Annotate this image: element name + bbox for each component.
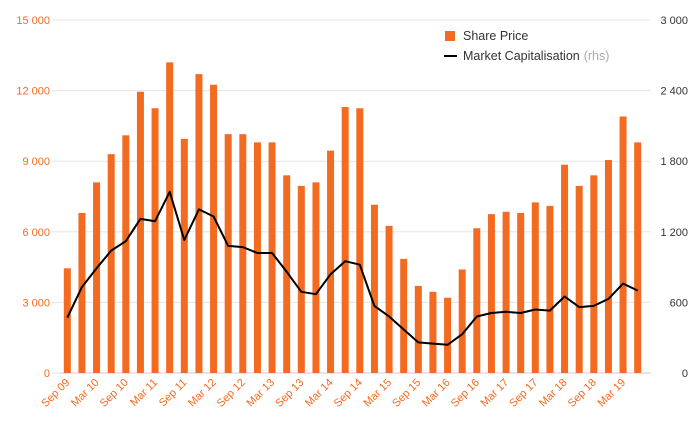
x-tick-label: Sep 16: [449, 377, 482, 410]
bar: [356, 108, 364, 373]
bar: [224, 134, 232, 373]
y-tick-label: 0: [44, 368, 50, 380]
bar: [619, 116, 627, 373]
bar: [312, 182, 320, 373]
bar: [517, 212, 525, 373]
x-tick-label: Sep 18: [566, 377, 599, 410]
line-path: [66, 190, 639, 346]
bar: [575, 185, 583, 373]
y2-tick-label: 0: [682, 368, 688, 380]
x-tick-label: Mar 16: [420, 377, 453, 410]
y2-tick-label: 1 800: [660, 156, 688, 168]
bar: [195, 74, 203, 374]
bar: [341, 107, 349, 373]
bar: [239, 134, 247, 373]
x-tick-label: Sep 09: [39, 377, 72, 410]
bar: [458, 269, 466, 373]
bar: [487, 214, 495, 373]
bar: [122, 135, 130, 373]
x-tick-label: Sep 13: [273, 377, 306, 410]
legend-suffix: (rhs): [583, 49, 610, 63]
bar: [166, 62, 174, 374]
bar: [370, 204, 378, 373]
bar: [151, 108, 159, 373]
bar: [107, 154, 115, 373]
bar: [327, 150, 335, 373]
bar: [400, 258, 408, 373]
y-tick-label: 12 000: [16, 86, 50, 98]
x-tick-label: Mar 14: [303, 377, 336, 410]
bar: [253, 142, 261, 373]
legend-item-share-price: Share Price: [444, 26, 609, 46]
x-tick-label: Mar 19: [595, 377, 628, 410]
bar: [136, 91, 144, 373]
bar: [473, 228, 481, 373]
bar: [531, 202, 539, 373]
bar: [634, 142, 642, 373]
y2-tick-label: 600: [670, 297, 688, 309]
x-tick-label: Mar 18: [537, 377, 570, 410]
bar: [385, 225, 393, 373]
bar: [429, 291, 437, 373]
y2-tick-label: 3 000: [660, 15, 688, 27]
line-series-market-cap: [66, 190, 639, 346]
y-tick-label: 9 000: [22, 156, 50, 168]
y-axis-left: 0 3 000 6 000 9 000 12 000 15 000: [16, 15, 60, 380]
legend-swatch-bar: [445, 31, 455, 41]
x-tick-label: Mar 12: [186, 377, 219, 410]
bar: [561, 164, 569, 373]
bar: [268, 142, 276, 373]
bar: [590, 175, 598, 373]
y2-tick-label: 2 400: [660, 86, 688, 98]
y-axis-right: 0 600 1 200 1 800 2 400 3 000: [660, 15, 688, 380]
bar-series-share-price: [63, 62, 642, 374]
x-tick-label: Sep 12: [215, 377, 248, 410]
bar: [210, 84, 218, 373]
bar: [283, 175, 291, 373]
y-tick-label: 3 000: [22, 297, 50, 309]
x-tick-label: Mar 15: [361, 377, 394, 410]
bar: [63, 268, 71, 373]
y2-tick-label: 1 200: [660, 227, 688, 239]
bar: [444, 297, 452, 373]
bar: [93, 182, 101, 373]
y-tick-label: 15 000: [16, 15, 50, 27]
x-tick-label: Sep 17: [507, 377, 540, 410]
x-tick-label: Mar 10: [69, 377, 102, 410]
x-tick-label: Mar 17: [478, 377, 511, 410]
bar: [414, 285, 422, 373]
bar: [297, 185, 305, 373]
legend-label: Market Capitalisation: [463, 49, 580, 63]
x-tick-label: Sep 14: [332, 377, 365, 410]
y-tick-label: 6 000: [22, 227, 50, 239]
x-tick-label: Sep 15: [390, 377, 423, 410]
bar: [604, 160, 612, 373]
legend-item-market-cap: Market Capitalisation (rhs): [444, 46, 609, 66]
bar: [180, 138, 188, 373]
bar: [502, 211, 510, 373]
x-tick-label: Mar 11: [128, 377, 160, 409]
legend: Share Price Market Capitalisation (rhs): [444, 26, 609, 66]
x-tick-label: Sep 11: [157, 377, 190, 410]
legend-swatch-line: [444, 55, 457, 57]
legend-label: Share Price: [463, 29, 529, 43]
bar: [78, 212, 86, 373]
x-tick-label: Mar 13: [244, 377, 277, 410]
x-tick-label: Sep 10: [98, 377, 131, 410]
bar: [546, 205, 554, 373]
